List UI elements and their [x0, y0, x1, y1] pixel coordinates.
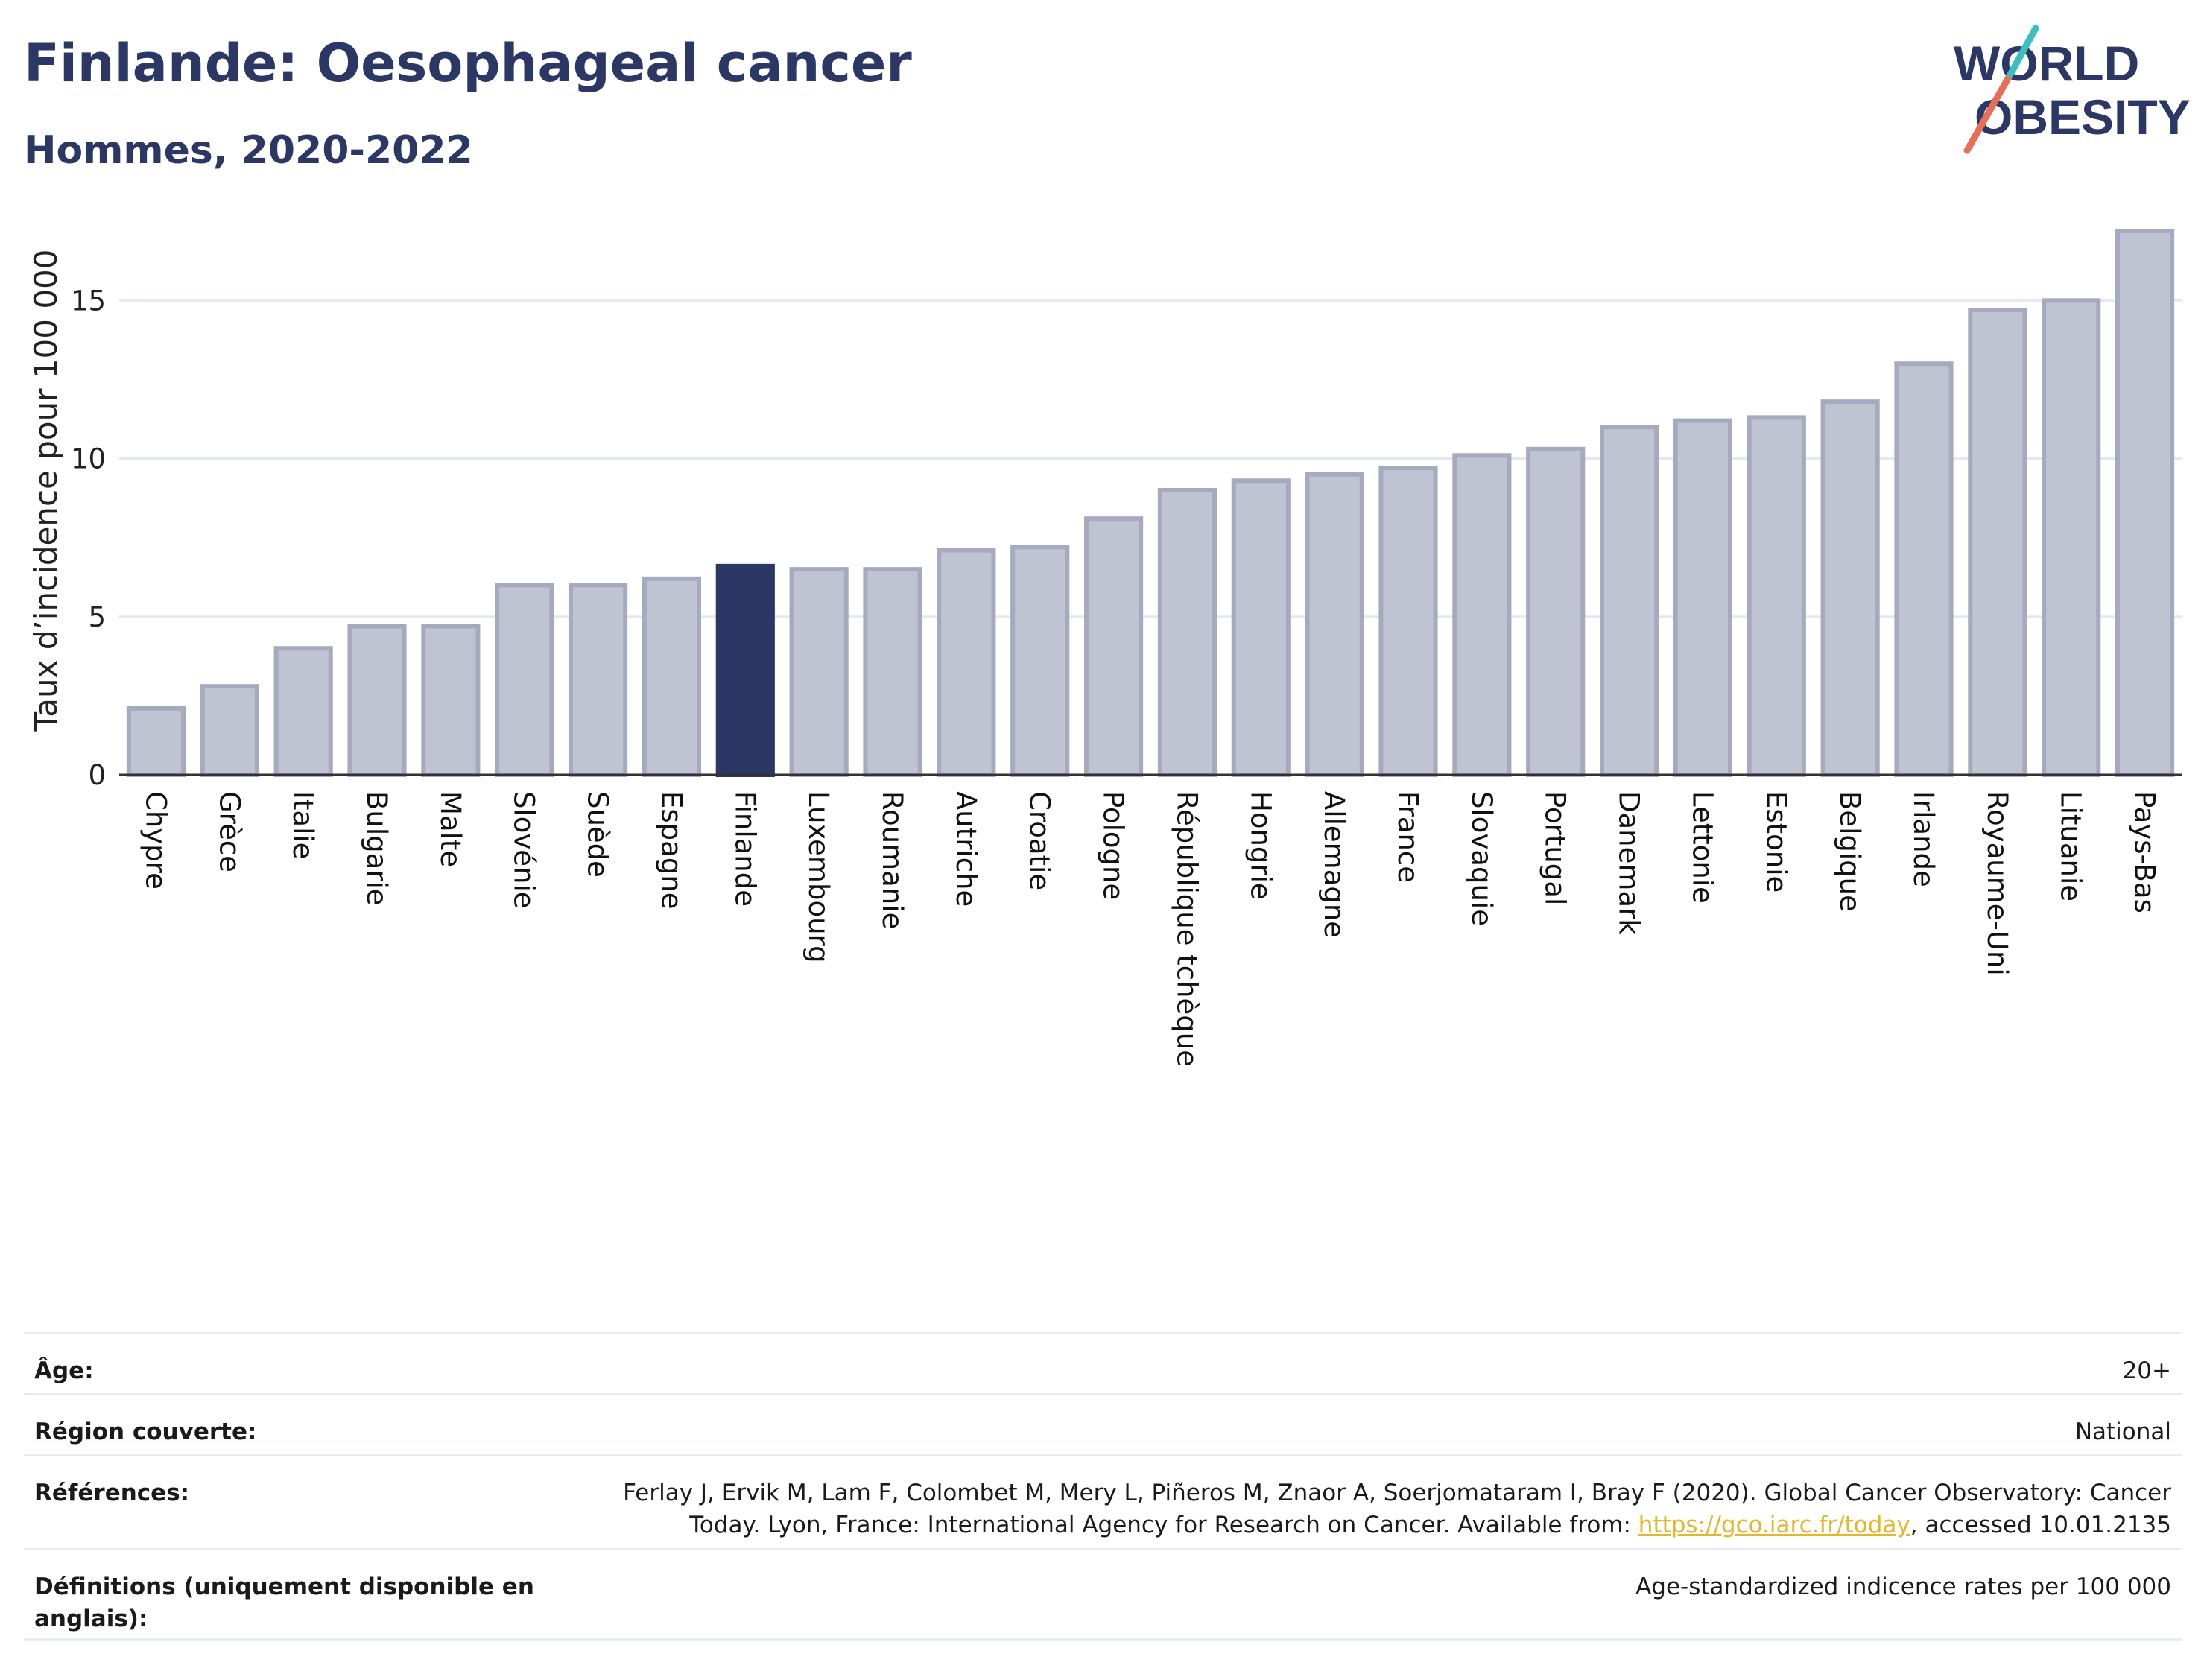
x-tick-label: Croatie	[1024, 791, 1056, 890]
meta-row-definitions: Définitions (uniquement disponible en an…	[24, 1548, 2182, 1641]
x-tick-label: Slovaquie	[1466, 791, 1498, 926]
bar	[421, 624, 481, 777]
x-tick-label: Pays-Bas	[2129, 791, 2161, 913]
bar	[1820, 399, 1880, 778]
x-tick-label: République tchèque	[1171, 791, 1203, 1067]
bar	[937, 548, 996, 778]
x-tick-label: Slovénie	[508, 791, 540, 909]
bar	[200, 684, 259, 778]
y-axis-label: Taux d’incidence pour 100 000	[28, 249, 64, 732]
bar	[1231, 478, 1291, 777]
bar	[642, 576, 702, 777]
x-tick-label: Allemagne	[1318, 791, 1350, 938]
bar	[1526, 446, 1586, 777]
y-tick-label: 0	[88, 759, 106, 791]
x-tick-label: Suède	[582, 791, 614, 878]
y-tick-label: 5	[88, 601, 106, 633]
meta-row-age: Âge: 20+	[24, 1332, 2182, 1393]
x-tick-label: Estonie	[1760, 791, 1792, 893]
bar	[347, 624, 407, 777]
x-tick-label: Belgique	[1834, 791, 1866, 912]
meta-key-region: Région couverte:	[34, 1419, 257, 1445]
x-tick-label: Bulgarie	[361, 791, 393, 906]
meta-value-definitions: Age-standardized indicence rates per 100…	[1635, 1573, 2171, 1600]
x-tick-label: Royaume-Uni	[1981, 791, 2013, 976]
bar	[1673, 418, 1733, 777]
bar	[273, 646, 333, 777]
x-tick-label: Pologne	[1098, 791, 1130, 900]
bar	[126, 706, 186, 777]
metadata-table: Âge: 20+ Région couverte: National Référ…	[24, 1332, 2182, 1641]
x-tick-label: Danemark	[1613, 791, 1645, 935]
reference-text: Ferlay J, Ervik M, Lam F, Colombet M, Me…	[623, 1480, 2171, 1538]
x-tick-label: Espagne	[655, 791, 687, 910]
meta-value-references: Ferlay J, Ervik M, Lam F, Colombet M, Me…	[569, 1477, 2171, 1541]
bar	[1599, 425, 1659, 777]
x-tick-label: Lettonie	[1686, 791, 1718, 904]
bar	[1968, 308, 2027, 778]
x-tick-label: Chypre	[139, 791, 171, 890]
bar	[1747, 415, 1806, 778]
bar	[2042, 298, 2101, 778]
x-tick-label: Roumanie	[876, 791, 908, 929]
bar	[1894, 361, 1954, 777]
y-tick-label: 10	[71, 443, 106, 475]
bar	[1305, 472, 1364, 777]
meta-key-definitions: Définitions (uniquement disponible en an…	[34, 1573, 534, 1632]
page-subtitle: Hommes, 2020-2022	[24, 128, 473, 173]
reference-accessed: , accessed 10.01.2135	[1910, 1512, 2171, 1538]
x-tick-label: Grèce	[213, 791, 245, 872]
y-tick-label: 15	[71, 285, 106, 317]
meta-key-age: Âge:	[34, 1357, 94, 1384]
bar	[1157, 488, 1217, 777]
bar	[1378, 466, 1438, 777]
bar	[495, 583, 554, 777]
bar	[1083, 516, 1144, 777]
bar	[1010, 545, 1070, 778]
bar	[863, 567, 922, 777]
meta-row-references: Références: Ferlay J, Ervik M, Lam F, Co…	[24, 1454, 2182, 1548]
world-obesity-logo: WORLD OBESITY	[1954, 25, 2191, 154]
svg-text:OBESITY: OBESITY	[1975, 89, 2191, 145]
bar	[789, 567, 849, 777]
x-tick-label: Irlande	[1907, 791, 1939, 887]
x-tick-label: France	[1392, 791, 1424, 883]
page-title: Finlande: Oesophageal cancer	[24, 33, 912, 94]
x-tick-label: Autriche	[950, 791, 982, 907]
bar	[568, 583, 628, 777]
x-tick-label: Finlande	[729, 791, 761, 907]
x-tick-label: Luxembourg	[802, 791, 835, 963]
meta-key-references: Références:	[34, 1480, 190, 1506]
x-tick-label: Malte	[434, 791, 466, 867]
x-tick-label: Hongrie	[1244, 791, 1276, 900]
x-tick-label: Lituanie	[2055, 791, 2087, 901]
bar	[715, 563, 775, 777]
reference-link[interactable]: https://gco.iarc.fr/today	[1638, 1512, 1910, 1538]
meta-value-region: National	[2074, 1419, 2171, 1445]
svg-text:WORLD: WORLD	[1954, 36, 2139, 91]
meta-value-age: 20+	[2122, 1357, 2171, 1384]
bar	[2115, 228, 2175, 777]
meta-row-region: Région couverte: National	[24, 1393, 2182, 1454]
bar	[1452, 453, 1512, 777]
x-tick-label: Portugal	[1539, 791, 1571, 905]
x-tick-label: Italie	[287, 791, 319, 859]
